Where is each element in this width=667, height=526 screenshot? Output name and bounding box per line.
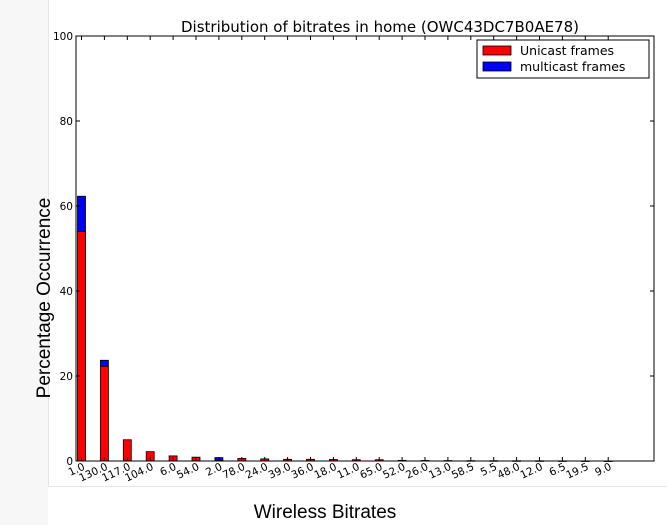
x-tick-label: 54.0	[175, 461, 201, 482]
y-tick-label: 0	[66, 456, 73, 468]
x-tick-label: 12.0	[518, 461, 544, 482]
unicast-bar-130.0	[100, 365, 109, 462]
x-tick-label: 19.5	[564, 461, 590, 482]
multicast-bar-130.0	[100, 359, 109, 367]
legend-entry-unicast: Unicast frames	[520, 43, 614, 58]
x-tick-label: 58.5	[450, 461, 476, 482]
legend-swatch-unicast	[482, 45, 512, 56]
unicast-bar-1.0	[77, 231, 86, 462]
plot-frame	[75, 35, 655, 462]
legend-entry-multicast: multicast frames	[520, 59, 625, 74]
bottom-panel-strip	[48, 486, 667, 526]
y-tick-label: 100	[53, 31, 73, 43]
y-tick-label: 60	[60, 201, 73, 213]
left-panel-strip	[0, 0, 49, 525]
multicast-bar-1.0	[77, 195, 86, 232]
y-tick-label: 20	[60, 371, 73, 383]
legend-swatch-multicast	[482, 61, 512, 72]
bars-group	[77, 195, 613, 462]
y-tick-label: 40	[60, 286, 73, 298]
x-tick-label: 9.0	[593, 461, 613, 479]
y-axis-label: Percentage Occurrence	[34, 198, 55, 399]
y-tick-label: 80	[60, 116, 73, 128]
chart-title: Distribution of bitrates in home (OWC43D…	[181, 18, 579, 36]
x-axis-label: Wireless Bitrates	[254, 502, 397, 523]
